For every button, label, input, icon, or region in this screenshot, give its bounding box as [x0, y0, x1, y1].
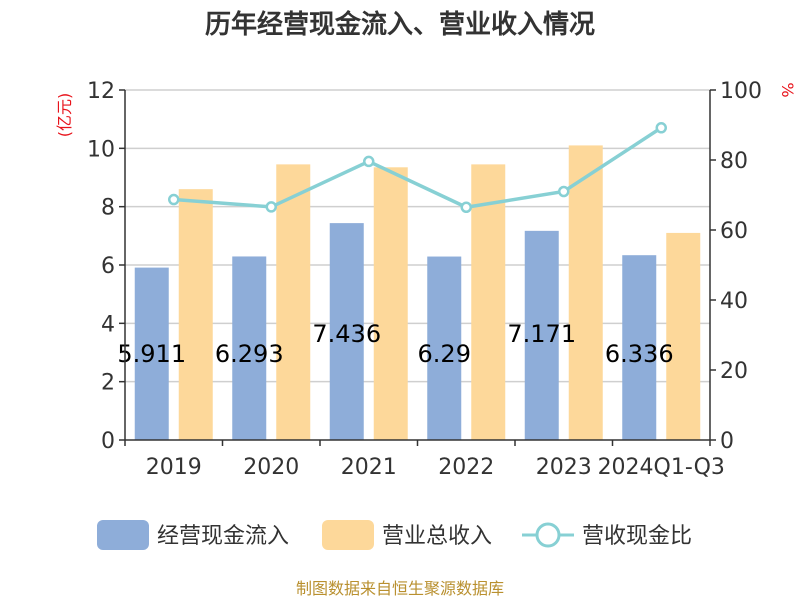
- right-tick-label: 0: [720, 429, 734, 454]
- data-labels: 5.911 6.293 7.436 6.29 7.171 6.336: [117, 320, 673, 368]
- legend: 经营现金流入 营业总收入 营收现金比: [97, 520, 692, 550]
- bar-revenue: [373, 167, 408, 440]
- right-tick-label: 40: [720, 289, 748, 314]
- bar-cash-inflow: [134, 267, 169, 440]
- legend-swatch-cash-inflow: [97, 520, 149, 550]
- left-tick-label: 2: [101, 371, 115, 396]
- ratio-point: [265, 201, 277, 213]
- ratio-point: [363, 155, 375, 168]
- right-axis-unit: %: [778, 82, 797, 97]
- bar-revenue: [666, 232, 701, 440]
- bar-cash-inflow: [232, 256, 267, 440]
- left-tick-label: 8: [101, 196, 115, 221]
- left-tick-label: 6: [101, 254, 115, 279]
- left-tick-label: 0: [101, 429, 115, 454]
- x-tick-label: 2021: [341, 455, 397, 480]
- left-tick-label: 4: [101, 312, 115, 337]
- left-tick-label: 10: [87, 137, 115, 162]
- x-tick-label: 2022: [438, 455, 494, 480]
- bar-cash-inflow: [329, 223, 364, 440]
- legend-swatch-revenue: [322, 520, 374, 550]
- bar-revenue: [276, 164, 311, 440]
- right-tick-label: 20: [720, 359, 748, 384]
- data-label: 6.29: [418, 340, 471, 368]
- right-tick-label: 80: [720, 149, 748, 174]
- data-label: 6.336: [605, 340, 674, 368]
- left-axis-unit: (亿元): [55, 93, 74, 138]
- legend-marker-ratio: [535, 522, 561, 548]
- x-tick-label: 2020: [243, 455, 299, 480]
- ratio-point: [460, 201, 472, 213]
- gridlines: [125, 89, 710, 383]
- bar-revenue: [568, 145, 603, 440]
- bar-cash-inflow: [622, 255, 657, 440]
- source-note: 制图数据来自恒生聚源数据库: [296, 579, 504, 598]
- data-label: 7.171: [507, 320, 576, 348]
- legend-label-ratio: 营收现金比: [582, 524, 692, 549]
- bars: [134, 145, 701, 440]
- right-tick-label: 60: [720, 219, 748, 244]
- bar-cash-inflow: [427, 256, 462, 440]
- bar-cash-inflow: [524, 230, 559, 440]
- data-label: 5.911: [117, 340, 186, 368]
- ratio-line-path: [173, 126, 663, 210]
- x-tick-label: 2019: [146, 455, 202, 480]
- x-tick-label: 2023: [536, 455, 592, 480]
- bar-revenue: [471, 164, 506, 440]
- data-label: 6.293: [215, 340, 284, 368]
- ratio-line: [168, 122, 667, 213]
- data-label: 7.436: [312, 320, 381, 348]
- chart-title: 历年经营现金流入、营业收入情况: [205, 9, 595, 40]
- left-tick-label: 12: [87, 79, 115, 104]
- ratio-point: [655, 122, 667, 134]
- legend-label-cash-inflow: 经营现金流入: [157, 524, 289, 549]
- bar-revenue: [178, 189, 213, 440]
- ratio-point: [558, 185, 570, 198]
- right-tick-label: 100: [720, 79, 762, 104]
- legend-label-revenue: 营业总收入: [382, 524, 492, 549]
- ratio-point: [168, 193, 180, 206]
- axes: 0 2 4 6 8 10 12 0 20 40 60 80 100 2019 2020 2021 2022 202…: [87, 79, 762, 480]
- x-tick-label: 2024Q1-Q3: [598, 455, 725, 480]
